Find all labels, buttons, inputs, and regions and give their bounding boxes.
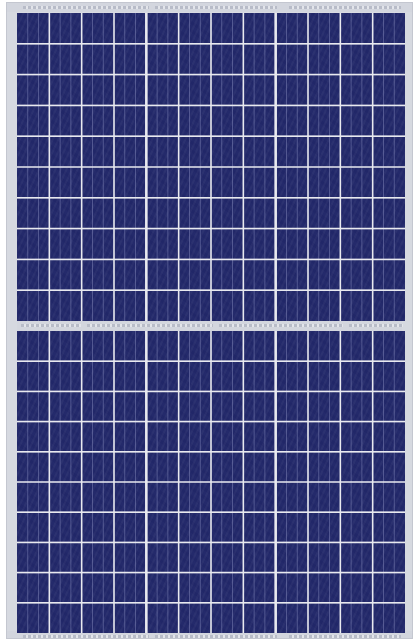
busbar-middle-2 (87, 324, 213, 327)
solar-panel (6, 2, 413, 639)
panel-frame-right (402, 12, 412, 631)
busbar-top-right (289, 6, 401, 9)
busbar-top-left (23, 6, 149, 9)
busbar-middle-4 (349, 324, 403, 327)
cell-array-upper-half (17, 13, 405, 321)
busbar-middle-3 (219, 324, 343, 327)
busbar-bottom-left (23, 635, 149, 638)
cell-grid-upper (17, 13, 405, 321)
cell-grid-lower (17, 331, 405, 633)
busbar-middle-1 (21, 324, 81, 327)
panel-frame-bottom (7, 631, 412, 638)
cell-array-lower-half (17, 331, 405, 633)
busbar-top-center (155, 6, 277, 9)
busbar-bottom-right (289, 635, 401, 638)
busbar-bottom-center (155, 635, 277, 638)
panel-frame-left (7, 12, 17, 631)
